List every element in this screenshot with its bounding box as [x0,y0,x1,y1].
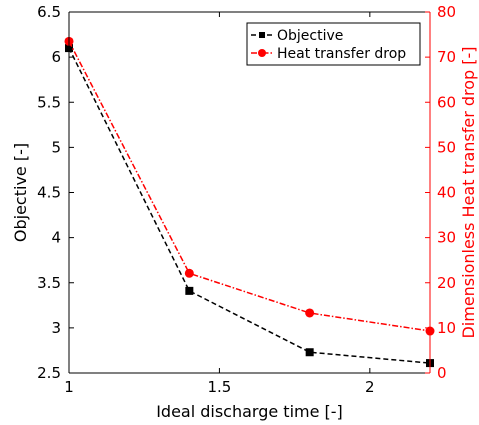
x-axis-label: Ideal discharge time [-] [156,402,343,421]
y-right-tick-label: 10 [437,319,456,337]
y-left-tick-label: 3 [51,319,61,337]
y-right-tick-label: 30 [437,229,456,247]
axis-layer: 1 1.5 2 2.5 3 3.5 4 4.5 5 5.5 6 6.5 0 10 20 30 40 50 60 70 8… [37,3,456,396]
y-right-tick-label: 20 [437,274,456,292]
y-left-tick-label: 4 [51,229,61,247]
legend-heat-transfer-marker [258,49,266,57]
legend-box [246,22,421,66]
series-1-point [184,268,194,278]
series-1-point [305,308,315,318]
legend-objective-marker [259,32,265,38]
y-left-tick-label: 5 [51,138,61,156]
y-right-tick-label: 50 [437,138,456,156]
plot-area [69,12,430,373]
x-tick-label: 2 [365,378,375,396]
legend-objective-label: Objective [277,28,343,44]
series-line-1 [68,40,431,332]
y-left-tick-label: 3.5 [37,274,61,292]
y-right-tick-label: 80 [437,3,456,21]
series-line-0 [68,47,431,364]
series-0-point [185,286,194,295]
y-axis-left-label: Objective [-] [11,143,30,242]
x-tick-label: 1.5 [207,378,231,396]
x-tick-label: 1 [64,378,74,396]
y-left-tick-label: 6.5 [37,3,61,21]
y-right-tick-label: 60 [437,93,456,111]
y-right-tick-label: 40 [437,184,456,202]
y-right-tick-label: 0 [437,364,447,382]
y-left-tick-label: 5.5 [37,93,61,111]
y-left-tick-label: 2.5 [37,364,61,382]
legend-heat-transfer-label: Heat transfer drop [277,46,406,62]
y-left-tick-label: 6 [51,48,61,66]
y-left-tick-label: 4.5 [37,184,61,202]
y-axis-right-label: Dimensionless Heat transfer drop [-] [459,46,478,338]
y-right-tick-label: 70 [437,48,456,66]
legend: Objective Heat transfer drop [246,22,421,66]
series-0-point [305,348,314,357]
